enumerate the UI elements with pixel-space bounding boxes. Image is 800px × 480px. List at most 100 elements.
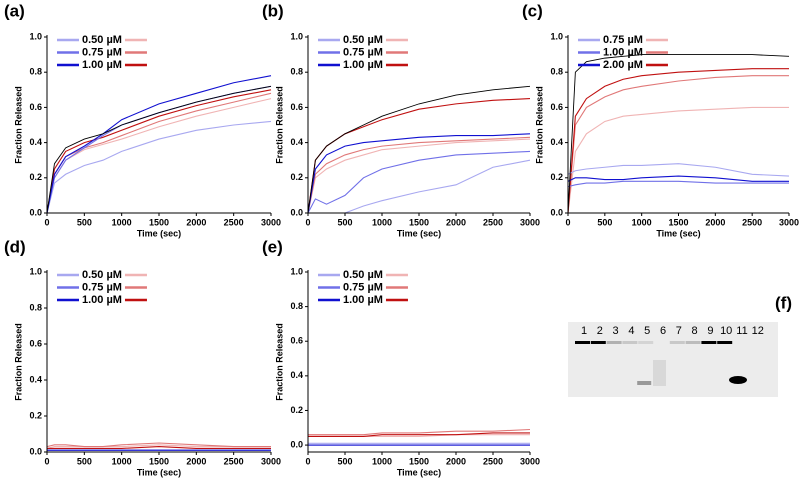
gel-band bbox=[669, 341, 685, 344]
x-tick-label: 3000 bbox=[779, 217, 799, 227]
data-line bbox=[344, 159, 531, 214]
y-tick-label: 0.4 bbox=[290, 370, 303, 380]
legend-label: 0.75 µM bbox=[82, 46, 122, 58]
x-tick-label: 3000 bbox=[261, 217, 281, 227]
x-tick-label: 500 bbox=[597, 217, 612, 227]
data-line bbox=[46, 442, 271, 448]
x-axis-title: Time (sec) bbox=[656, 228, 700, 238]
y-axis-title: Fraction Released bbox=[534, 86, 544, 164]
x-tick-label: 1500 bbox=[149, 217, 169, 227]
lane-label: 7 bbox=[676, 325, 682, 337]
y-tick-label: 1.0 bbox=[29, 266, 42, 276]
y-tick-label: 0.2 bbox=[290, 405, 303, 415]
x-tick-label: 1500 bbox=[668, 217, 688, 227]
gel-band bbox=[653, 360, 666, 386]
panel-label: (b) bbox=[262, 1, 284, 20]
y-tick-label: 0.4 bbox=[29, 137, 42, 147]
y-tick-label: 0.8 bbox=[290, 301, 303, 311]
x-tick-label: 500 bbox=[77, 217, 92, 227]
gel-band bbox=[638, 341, 654, 344]
x-axis-title: Time (sec) bbox=[137, 467, 181, 477]
y-tick-label: 0.0 bbox=[550, 207, 563, 217]
y-axis-title: Fraction Released bbox=[13, 323, 23, 401]
x-tick-label: 2500 bbox=[224, 456, 244, 466]
y-tick-label: 0.0 bbox=[290, 439, 303, 449]
y-tick-label: 0.2 bbox=[290, 172, 303, 182]
x-tick-label: 1000 bbox=[372, 456, 392, 466]
y-tick-label: 0.0 bbox=[29, 207, 42, 217]
x-tick-label: 1500 bbox=[409, 456, 429, 466]
x-tick-label: 500 bbox=[77, 456, 92, 466]
data-line bbox=[567, 68, 789, 214]
data-line bbox=[46, 89, 272, 214]
data-line bbox=[307, 138, 531, 214]
x-tick-label: 1000 bbox=[372, 217, 392, 227]
y-tick-label: 1.0 bbox=[290, 31, 303, 41]
x-tick-label: 500 bbox=[337, 456, 352, 466]
data-line bbox=[567, 175, 789, 182]
data-line bbox=[567, 180, 789, 188]
y-tick-label: 1.0 bbox=[550, 31, 563, 41]
x-tick-label: 0 bbox=[44, 217, 49, 227]
x-tick-label: 3000 bbox=[520, 217, 540, 227]
x-tick-label: 1000 bbox=[112, 217, 132, 227]
y-axis-title: Fraction Released bbox=[13, 86, 23, 164]
legend-label: 0.50 µM bbox=[343, 34, 383, 46]
data-line bbox=[307, 133, 531, 214]
data-line bbox=[567, 54, 790, 214]
legend-label: 1.00 µM bbox=[603, 46, 643, 58]
x-tick-label: 1500 bbox=[149, 456, 169, 466]
data-line bbox=[307, 150, 531, 214]
y-tick-label: 0.6 bbox=[29, 102, 42, 112]
data-line bbox=[307, 136, 531, 214]
legend-label: 2.00 µM bbox=[603, 59, 643, 71]
x-tick-label: 2500 bbox=[483, 217, 503, 227]
x-tick-label: 1000 bbox=[632, 217, 652, 227]
legend-label: 0.50 µM bbox=[343, 269, 383, 281]
panel-label: (f) bbox=[775, 293, 792, 312]
y-tick-label: 0.6 bbox=[290, 336, 303, 346]
y-tick-label: 0.6 bbox=[290, 102, 303, 112]
data-line bbox=[308, 428, 531, 436]
panel-label: (d) bbox=[4, 237, 26, 256]
x-tick-label: 500 bbox=[337, 217, 352, 227]
panel-label: (c) bbox=[522, 1, 543, 20]
lane-label: 6 bbox=[660, 325, 666, 337]
y-tick-label: 0.4 bbox=[29, 374, 42, 384]
y-tick-label: 1.0 bbox=[290, 266, 303, 276]
y-axis-title: Fraction Released bbox=[274, 323, 284, 401]
x-tick-label: 0 bbox=[305, 456, 310, 466]
data-line bbox=[47, 446, 271, 449]
y-tick-label: 0.8 bbox=[29, 302, 42, 312]
legend-label: 0.50 µM bbox=[82, 34, 122, 46]
y-tick-label: 0.0 bbox=[29, 446, 42, 456]
lane-label: 5 bbox=[644, 325, 650, 337]
y-tick-label: 0.4 bbox=[550, 137, 563, 147]
data-line bbox=[567, 75, 789, 214]
legend-label: 0.50 µM bbox=[82, 269, 122, 281]
lane-label: 3 bbox=[613, 325, 619, 337]
x-axis-title: Time (sec) bbox=[137, 228, 181, 238]
x-tick-label: 3000 bbox=[520, 456, 540, 466]
x-tick-label: 2000 bbox=[186, 217, 206, 227]
x-tick-label: 2000 bbox=[446, 217, 466, 227]
y-tick-label: 0.8 bbox=[29, 67, 42, 77]
lane-label: 9 bbox=[707, 325, 713, 337]
y-tick-label: 0.6 bbox=[29, 338, 42, 348]
gel-band bbox=[685, 341, 701, 344]
lane-label: 1 bbox=[581, 325, 587, 337]
data-line bbox=[567, 106, 789, 214]
data-line bbox=[307, 85, 531, 214]
y-tick-label: 0.2 bbox=[29, 172, 42, 182]
data-line bbox=[308, 432, 530, 437]
panel-label: (e) bbox=[262, 237, 283, 256]
legend-label: 1.00 µM bbox=[343, 59, 383, 71]
legend-label: 0.75 µM bbox=[82, 281, 122, 293]
data-line bbox=[46, 444, 271, 449]
x-tick-label: 0 bbox=[44, 456, 49, 466]
gel-band bbox=[717, 341, 733, 344]
data-line bbox=[46, 75, 272, 214]
y-tick-label: 0.8 bbox=[290, 67, 303, 77]
